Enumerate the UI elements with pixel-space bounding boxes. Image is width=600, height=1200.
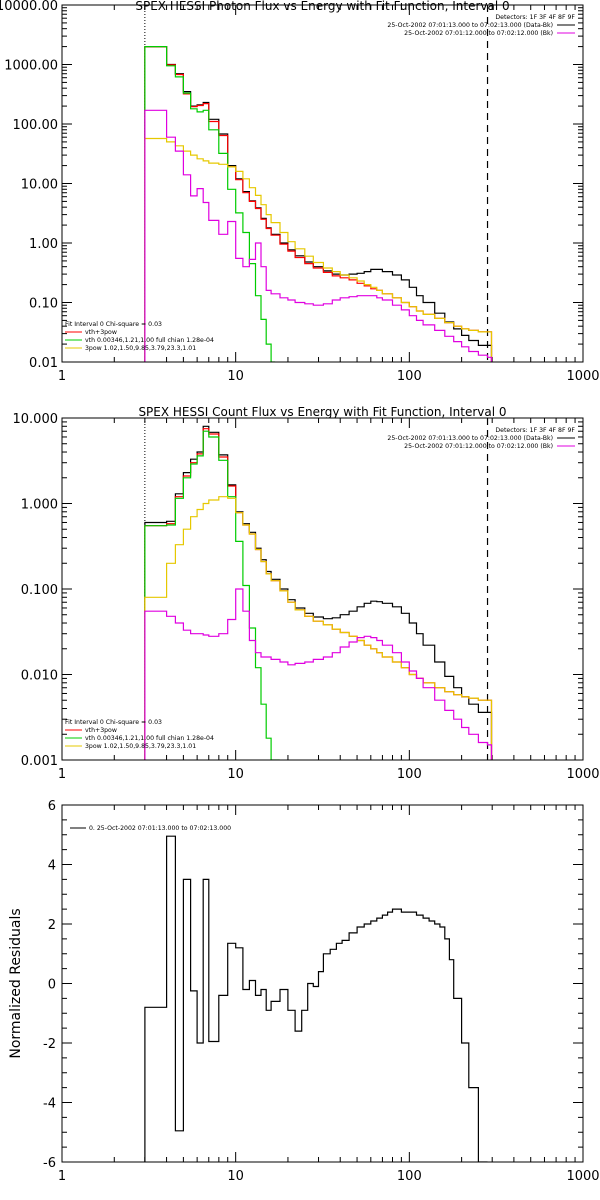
legend-entry: vth 0.00346,1.21,1.00 full chian 1.28e-0… <box>85 337 214 344</box>
legend: Fit Interval 0 Chi-square = 0.03vth+3pow… <box>65 719 214 750</box>
y-tick-label: 10.00 <box>21 178 58 193</box>
series-vth <box>144 430 280 760</box>
series-group <box>144 46 493 362</box>
info-line: 25-Oct-2002 07:01:13.000 to 07:02:13.000… <box>387 22 553 29</box>
x-tick-label: 1 <box>58 369 66 384</box>
plot-frame <box>61 804 584 1163</box>
info-line: Detectors: 1F 3F 4F 8F 9F <box>495 14 575 21</box>
y-tick-label: 10000.00 <box>0 0 58 14</box>
chart-title: SPEX HESSI Count Flux vs Energy with Fit… <box>138 405 506 419</box>
x-tick-label: 10 <box>227 767 244 782</box>
chart-panel-2: SPEX HESSI Count Flux vs Energy with Fit… <box>13 405 600 782</box>
y-tick-label: 0.10 <box>29 297 58 312</box>
chart-panel-1: SPEX HESSI Photon Flux vs Energy with Fi… <box>0 0 600 384</box>
series-background <box>144 109 493 362</box>
legend-entry: vth+3pow <box>85 727 117 734</box>
y-tick-label: 10.000 <box>13 412 59 427</box>
y-axis: 0.01 0.10 1.00 10.00 100.00 1000.00 10000.00 <box>0 0 583 371</box>
x-tick-label: 100 <box>397 1169 422 1184</box>
x-tick-label: 10 <box>227 369 244 384</box>
y-tick-label: 0.010 <box>21 669 58 684</box>
legend-entry: 0. 25-Oct-2002 07:01:13.000 to 07:02:13.… <box>89 825 231 832</box>
x-tick-label: 1000 <box>566 369 599 384</box>
series-group <box>144 425 493 760</box>
x-tick-label: 1000 <box>566 1169 599 1184</box>
x-tick-label: 100 <box>397 767 422 782</box>
legend: 0. 25-Oct-2002 07:01:13.000 to 07:02:13.… <box>70 825 231 832</box>
y-tick-label: 0.100 <box>21 583 58 598</box>
series-3pow <box>144 137 493 362</box>
x-tick-label: 10 <box>227 1169 244 1184</box>
plot-frame <box>61 417 584 761</box>
y-tick-label: 2 <box>48 918 56 933</box>
y-tick-label: -2 <box>43 1037 56 1052</box>
legend-title: Fit Interval 0 Chi-square = 0.03 <box>65 719 162 726</box>
plot-frame <box>61 4 584 363</box>
y-axis-label: Normalized Residuals <box>8 908 24 1058</box>
y-axis: -6 -4 -2 0 2 4 6 <box>43 799 583 1171</box>
x-tick-label: 100 <box>397 369 422 384</box>
series-3pow <box>144 496 493 760</box>
y-axis: 0.001 0.010 0.100 1.000 10.000 <box>13 412 583 769</box>
series-data <box>144 425 493 760</box>
y-tick-label: -6 <box>43 1156 56 1171</box>
chart-panel-3: 1 10 100 1000 -6 -4 -2 0 2 4 6 Normalized Residuals… <box>8 799 600 1184</box>
chart-title: SPEX HESSI Photon Flux vs Energy with Fi… <box>135 0 509 13</box>
series-residuals <box>144 835 488 1162</box>
legend-title: Fit Interval 0 Chi-square = 0.03 <box>65 321 162 328</box>
y-tick-label: 0.001 <box>21 754 58 769</box>
y-tick-label: 1000.00 <box>4 59 58 74</box>
x-axis: 1 10 100 1000 <box>58 5 600 384</box>
y-tick-label: -4 <box>43 1097 56 1112</box>
series-vth <box>144 46 276 362</box>
series-background <box>144 588 493 760</box>
legend-entry: 3pow 1.02,1.50,9.85,3.79,23.3,1.01 <box>85 345 196 352</box>
y-tick-label: 0.01 <box>29 356 58 371</box>
info-line: Detectors: 1F 3F 4F 8F 9F <box>495 427 575 434</box>
x-tick-label: 1000 <box>566 767 599 782</box>
y-tick-label: 1.00 <box>29 237 58 252</box>
y-tick-label: 6 <box>48 799 56 814</box>
info-line: 25-Oct-2002 07:01:12.000 to 07:02:12.000… <box>404 443 553 450</box>
info-line: 25-Oct-2002 07:01:12.000 to 07:02:12.000… <box>404 30 553 37</box>
legend-entry: 3pow 1.02,1.50,9.85,3.79,23.3,1.01 <box>85 743 196 750</box>
legend-entry: vth+3pow <box>85 329 117 336</box>
legend-entry: vth 0.00346,1.21,1.00 full chian 1.28e-0… <box>85 735 214 742</box>
y-tick-label: 1.000 <box>21 498 58 513</box>
info-line: 25-Oct-2002 07:01:13.000 to 07:02:13.000… <box>387 435 553 442</box>
y-tick-label: 0 <box>48 978 56 993</box>
y-tick-label: 4 <box>48 859 56 874</box>
series-group <box>144 835 488 1162</box>
x-tick-label: 1 <box>58 767 66 782</box>
y-tick-label: 100.00 <box>13 118 59 133</box>
x-tick-label: 1 <box>58 1169 66 1184</box>
legend: Fit Interval 0 Chi-square = 0.03vth+3pow… <box>65 321 214 352</box>
